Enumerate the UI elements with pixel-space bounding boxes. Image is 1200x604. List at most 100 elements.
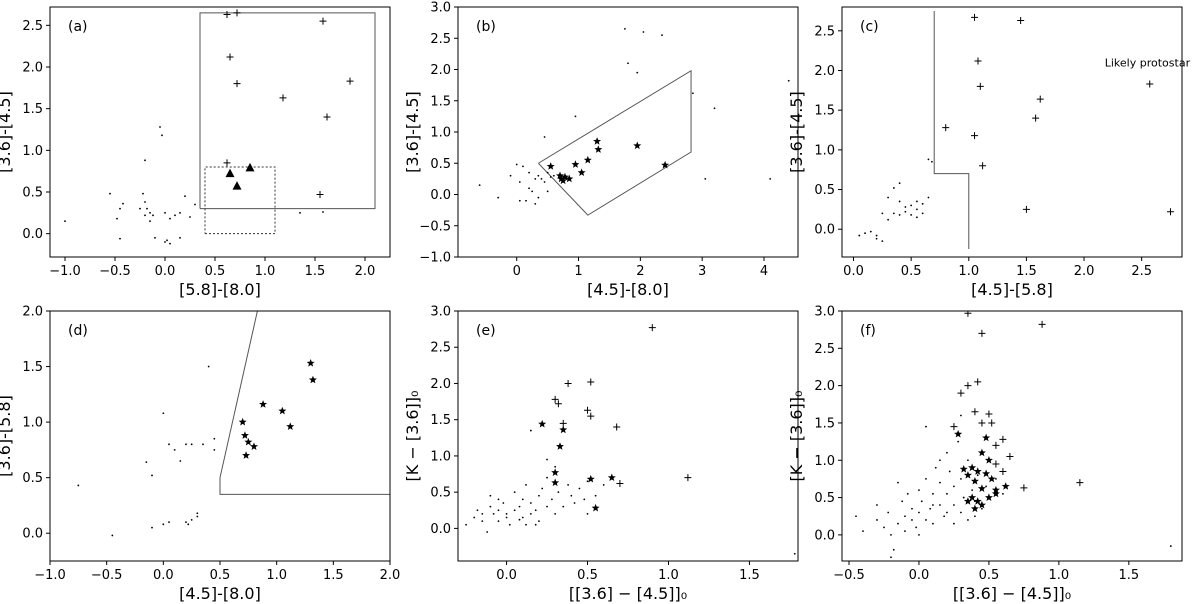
y-tick-label: 2.0 [22, 61, 43, 76]
dot-point [586, 480, 589, 483]
y-tick-label: 0.0 [430, 188, 451, 203]
plus-point [1036, 95, 1044, 103]
x-tick-label: 1.0 [255, 264, 276, 279]
plus-point [223, 11, 231, 18]
x-axis-label: [4.5]-[8.0] [179, 584, 261, 603]
y-tick-label: 1.0 [22, 144, 43, 159]
dot-point [185, 443, 187, 446]
panel-label: (a) [68, 19, 88, 35]
plus-point [976, 82, 984, 90]
dot-point [119, 207, 121, 210]
triangle-point [232, 181, 242, 190]
dot-point [189, 216, 191, 218]
dot-point [152, 214, 154, 217]
star-point [551, 468, 560, 476]
dot-point [77, 484, 80, 487]
plus-point [684, 474, 692, 482]
dot-point [855, 515, 857, 518]
dot-point [793, 552, 796, 555]
plus-point [346, 77, 354, 85]
y-axis-label: [K − [3.6]]₀ [787, 391, 806, 482]
dot-point [164, 211, 166, 214]
star-point [968, 463, 977, 472]
star-point [963, 497, 972, 505]
star-point [984, 456, 993, 464]
star-point [242, 451, 251, 459]
plus-point [564, 379, 572, 387]
plus-point [323, 113, 331, 121]
plot-area [858, 10, 1174, 250]
star-point [240, 431, 249, 439]
dot-point [513, 509, 516, 512]
dot-point [887, 511, 890, 514]
dot-point [159, 126, 161, 128]
star-point [977, 484, 986, 493]
y-axis-label: [3.6]-[5.8] [0, 395, 14, 477]
dot-point [627, 62, 629, 65]
dot-point [322, 211, 324, 213]
dot-point [190, 518, 193, 521]
dot-point [151, 526, 153, 529]
dot-point [578, 487, 581, 490]
plus-point [971, 13, 979, 21]
dot-point [119, 237, 121, 240]
plus-point [950, 423, 958, 431]
x-tick-label: 1.5 [1016, 264, 1037, 279]
dot-point [927, 158, 930, 161]
dot-point [897, 522, 899, 525]
dot-point [164, 241, 166, 243]
plot-frame [457, 6, 799, 258]
dot-point [168, 443, 170, 446]
dot-point [481, 512, 484, 515]
dot-point [890, 533, 892, 536]
dot-point [967, 519, 969, 521]
dot-point [916, 216, 918, 219]
dot-point [179, 211, 181, 214]
x-tick-label: 3 [698, 264, 706, 279]
dot-point [985, 485, 988, 488]
dot-point [145, 461, 148, 464]
star-point [278, 406, 287, 415]
dot-point [890, 556, 892, 559]
dot-point [162, 412, 165, 415]
dot-point [925, 519, 927, 521]
dot-point [602, 484, 605, 486]
dot-point [939, 504, 941, 506]
y-tick-label: 2.0 [814, 64, 835, 79]
dot-point [995, 478, 997, 480]
dot-point [925, 478, 927, 480]
dot-point [946, 511, 948, 514]
dot-point [213, 437, 216, 440]
star-point [954, 429, 963, 438]
x-tick-label: 2.0 [1074, 264, 1095, 279]
triangle-point [225, 168, 235, 178]
dot-point [898, 182, 901, 185]
annotation-text: Likely protostar [1105, 57, 1191, 70]
plus-point [974, 57, 982, 65]
plus-point [979, 162, 987, 170]
dot-point [476, 509, 479, 512]
x-tick-label: 1.0 [658, 568, 679, 583]
dot-point [489, 505, 492, 508]
dot-point [897, 481, 899, 484]
dot-point [594, 494, 597, 497]
dot-point [534, 509, 537, 512]
dot-point [518, 199, 521, 202]
panel-label: (b) [476, 19, 496, 35]
dot-point [704, 177, 707, 180]
dot-point [921, 212, 924, 215]
dot-point [892, 187, 895, 189]
y-tick-label: 1.0 [814, 454, 835, 469]
star-point [538, 419, 547, 428]
dot-point [904, 515, 906, 518]
dot-point [554, 512, 557, 515]
y-tick-label: 1.0 [814, 143, 835, 158]
plot-area [465, 324, 796, 555]
panel-label: (e) [476, 323, 496, 339]
y-axis-label: [3.6]-[4.5] [403, 91, 422, 173]
plot-area [855, 311, 1172, 559]
dot-point [525, 484, 527, 486]
dot-point [930, 160, 933, 163]
dot-point [901, 500, 904, 503]
dot-point [570, 494, 573, 497]
